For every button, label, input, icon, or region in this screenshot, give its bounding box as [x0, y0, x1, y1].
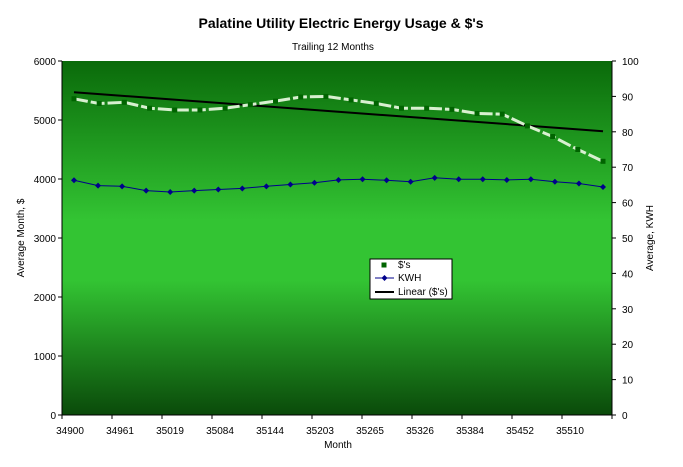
x-tick-label: 34961	[106, 426, 134, 437]
dollars-point	[247, 102, 253, 108]
dollars-point	[398, 105, 404, 111]
legend-label-trend: Linear ($'s)	[398, 287, 448, 298]
x-tick-label: 35084	[206, 426, 234, 437]
x-tick-label: 34900	[56, 426, 84, 437]
dollars-point	[499, 111, 505, 117]
x-axis: 34900 34961 35019 35084 35144 35203 35265 35326…	[56, 415, 613, 437]
dollars-point	[172, 107, 178, 113]
y-tick-label: 1000	[34, 352, 57, 363]
kwh-point	[239, 185, 246, 192]
x-tick-label: 35326	[406, 426, 434, 437]
dollars-point	[424, 105, 430, 111]
y2-tick-label: 80	[622, 128, 634, 139]
legend-swatch-dollars	[381, 262, 387, 268]
y-tick-label: 0	[50, 411, 56, 422]
kwh-point	[287, 181, 294, 188]
legend: $'s KWH Linear ($'s)	[369, 258, 453, 300]
x-tick-label: 35203	[306, 426, 334, 437]
y2-tick-label: 60	[622, 199, 634, 210]
kwh-point	[95, 182, 102, 189]
x-tick-label: 35384	[456, 426, 484, 437]
dollars-point	[550, 134, 556, 140]
x-axis-label: Month	[324, 440, 352, 451]
dollars-point	[147, 105, 153, 111]
kwh-point	[527, 176, 534, 183]
kwh-point	[479, 176, 486, 183]
dollars-point	[222, 105, 228, 111]
legend-label-kwh: KWH	[398, 273, 421, 284]
y-tick-label: 4000	[34, 175, 57, 186]
dollars-point	[273, 98, 279, 104]
kwh-point	[311, 179, 318, 186]
y2-tick-label: 30	[622, 305, 634, 316]
y2-tick-label: 100	[622, 57, 639, 68]
y-tick-label: 3000	[34, 234, 57, 245]
kwh-point	[71, 177, 77, 184]
kwh-point	[215, 186, 222, 193]
kwh-point	[143, 187, 150, 194]
y2-tick-label: 90	[622, 92, 634, 103]
kwh-point	[335, 176, 342, 183]
y2-tick-label: 50	[622, 234, 634, 245]
dollars-point	[323, 93, 329, 99]
kwh-point	[263, 183, 270, 190]
kwh-point	[551, 178, 558, 185]
dollars-point	[197, 107, 203, 113]
kwh-point	[167, 188, 174, 195]
kwh-point	[575, 180, 582, 187]
chart-title: Palatine Utility Electric Energy Usage &…	[199, 15, 484, 31]
x-tick-label: 35510	[556, 426, 584, 437]
kwh-point	[359, 176, 366, 183]
y2-axis-label: Average, KWH	[645, 205, 656, 271]
y-axis-left: 0 1000 2000 3000 4000 5000 6000	[34, 57, 63, 422]
y-tick-label: 6000	[34, 57, 57, 68]
kwh-point	[407, 178, 414, 185]
plot-area	[62, 61, 612, 415]
kwh-point	[191, 187, 198, 194]
x-tick-label: 35452	[506, 426, 534, 437]
kwh-point	[503, 176, 510, 183]
kwh-point	[383, 177, 390, 184]
dollars-point	[121, 99, 127, 105]
y2-tick-label: 40	[622, 269, 634, 280]
x-tick-label: 35019	[156, 426, 184, 437]
legend-label-dollars: $'s	[398, 260, 410, 271]
dollars-line	[73, 94, 604, 163]
y2-tick-label: 70	[622, 163, 634, 174]
series-dollars	[71, 93, 606, 164]
kwh-point	[600, 184, 606, 191]
y-tick-label: 5000	[34, 116, 57, 127]
y-axis-right: 0 10 20 30 40 50 60 70 80 90 100	[611, 57, 639, 422]
dollars-point	[96, 100, 102, 106]
trend-line	[73, 91, 604, 133]
kwh-point	[119, 183, 126, 190]
y2-tick-label: 10	[622, 376, 634, 387]
dollars-point	[575, 147, 581, 152]
dollars-point	[348, 97, 354, 103]
series-linear-trend	[73, 91, 604, 133]
dollars-point	[600, 158, 606, 164]
kwh-point	[431, 174, 438, 181]
dollars-point	[298, 94, 304, 100]
x-tick-label: 35265	[356, 426, 384, 437]
kwh-point	[455, 176, 462, 183]
legend-swatch-kwh-marker	[381, 275, 388, 281]
series-kwh	[71, 174, 606, 195]
y2-tick-label: 0	[622, 411, 628, 422]
y-axis-label: Average Month, $	[16, 198, 27, 277]
dollars-point	[474, 111, 480, 117]
dollars-point	[71, 96, 77, 102]
x-tick-label: 35144	[256, 426, 284, 437]
dollars-point	[449, 106, 455, 112]
y2-tick-label: 20	[622, 340, 634, 351]
dollars-point	[524, 123, 530, 129]
y-tick-label: 2000	[34, 293, 57, 304]
chart-subtitle: Trailing 12 Months	[292, 42, 374, 53]
dollars-point	[373, 100, 379, 106]
